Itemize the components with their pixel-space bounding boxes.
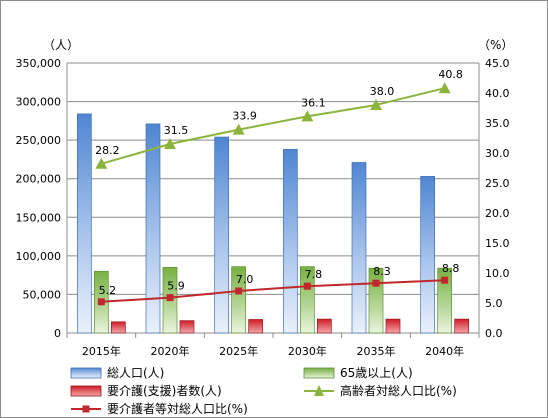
- elderly-65plus-bar: [231, 266, 247, 334]
- care-ratio-label: 5.9: [167, 280, 185, 293]
- aging-ratio-marker: [164, 138, 176, 149]
- care-ratio-line: [101, 279, 445, 303]
- total-population-bar: [214, 136, 230, 334]
- aging-ratio-marker: [95, 157, 108, 169]
- right-tick-label: 45.0: [485, 57, 510, 70]
- left-tick-label: 300,000: [16, 96, 62, 109]
- care-ratio-marker: [441, 276, 449, 284]
- aging-ratio-label: 28.2: [95, 144, 120, 157]
- axes: [66, 63, 480, 338]
- aging-ratio-label: 36.1: [301, 96, 326, 109]
- care-ratio-label: 7.8: [305, 268, 323, 281]
- elderly-65plus-bar: [437, 267, 453, 334]
- right-tick-label: 35.0: [485, 117, 510, 130]
- left-tick-label: 150,000: [16, 211, 62, 224]
- care-ratio-label: 8.3: [373, 265, 391, 278]
- left-tick-label: 350,000: [16, 57, 62, 70]
- total-population-bar: [351, 162, 367, 334]
- aging-ratio-marker: [301, 110, 314, 122]
- legend: 総人口(人) 65歳以上(人) 要介護(支援)者数(人) 高齢者対総人口比(%) 要介護…: [70, 366, 457, 416]
- total-population-bar: [145, 123, 161, 334]
- legend-care-needed-swatch: [70, 385, 102, 397]
- category-label: 2040年: [425, 344, 464, 358]
- legend-care-ratio-swatch-marker: [82, 405, 90, 413]
- right-tick-label: 0.0: [485, 327, 503, 340]
- left-tick-label: 0: [54, 327, 61, 340]
- care-ratio-marker: [303, 282, 311, 290]
- aging-ratio-marker: [438, 82, 451, 94]
- care-needed-bar: [179, 320, 195, 334]
- right-axis-unit: （%）: [478, 38, 513, 52]
- right-tick-label: 30.0: [485, 147, 510, 160]
- right-tick-label: 20.0: [485, 207, 510, 220]
- legend-care-needed-label: 要介護(支援)者数(人): [107, 383, 222, 398]
- right-tick-label: 25.0: [485, 177, 510, 190]
- line-series: 28.2 31.5 33.9 36.1 38.0 40.8 5.2 5.9 7.0 7.8 8.3 8…: [95, 68, 463, 306]
- care-needed-bar: [316, 318, 332, 334]
- right-tick-label: 5.0: [485, 297, 503, 310]
- total-population-bar: [76, 113, 92, 334]
- aging-ratio-label: 31.5: [164, 124, 189, 137]
- legend-aging-ratio-label: 高齢者対総人口比(%): [340, 383, 457, 398]
- legend-total-population-label: 総人口(人): [107, 366, 164, 380]
- left-tick-label: 250,000: [16, 134, 62, 147]
- legend-elderly-swatch: [303, 367, 335, 379]
- legend-care-ratio-label: 要介護者等対総人口比(%): [107, 401, 248, 416]
- aging-ratio-marker: [232, 123, 245, 135]
- care-ratio-marker: [166, 294, 174, 302]
- care-ratio-label: 7.0: [236, 273, 254, 286]
- total-population-bar: [420, 176, 436, 334]
- category-label: 2035年: [357, 344, 396, 358]
- care-ratio-label: 5.2: [99, 284, 117, 297]
- legend-aging-ratio-swatch-marker: [314, 385, 324, 396]
- aging-ratio-marker: [370, 99, 382, 110]
- care-ratio-marker: [97, 298, 105, 306]
- right-tick-label: 10.0: [485, 267, 510, 280]
- left-tick-label: 50,000: [23, 288, 62, 301]
- aging-ratio-label: 38.0: [370, 85, 395, 98]
- right-tick-label: 40.0: [485, 87, 510, 100]
- aging-ratio-line: [101, 87, 445, 165]
- left-axis-unit: （人）: [43, 38, 79, 52]
- aging-ratio-label: 40.8: [438, 68, 463, 81]
- care-needed-bar: [385, 318, 401, 334]
- left-tick-label: 200,000: [16, 173, 62, 186]
- category-label: 2020年: [151, 344, 190, 358]
- care-ratio-marker: [235, 287, 243, 295]
- right-axis-ticks: 0.0 5.0 10.0 15.0 20.0 25.0 30.0 35.0 40.0 45.0: [485, 57, 510, 340]
- category-labels: 2015年 2020年 2025年 2030年 2035年 2040年: [82, 344, 464, 358]
- left-tick-label: 100,000: [16, 250, 62, 263]
- right-tick-label: 15.0: [485, 237, 510, 250]
- care-needed-bar: [110, 321, 126, 334]
- gridlines: [67, 62, 479, 334]
- category-label: 2025年: [219, 344, 258, 358]
- aging-ratio-label: 33.9: [232, 110, 257, 123]
- legend-total-population-swatch: [70, 367, 102, 379]
- care-needed-bar: [454, 318, 470, 334]
- total-population-bar: [282, 149, 298, 334]
- care-ratio-label: 8.8: [442, 262, 460, 275]
- legend-elderly-label: 65歳以上(人): [340, 366, 413, 380]
- category-label: 2015年: [82, 344, 121, 358]
- care-needed-bar: [248, 319, 264, 334]
- care-ratio-marker: [372, 279, 380, 287]
- category-label: 2030年: [288, 344, 327, 358]
- left-axis-ticks: 0 50,000 100,000 150,000 200,000 250,000 300,0…: [16, 57, 62, 340]
